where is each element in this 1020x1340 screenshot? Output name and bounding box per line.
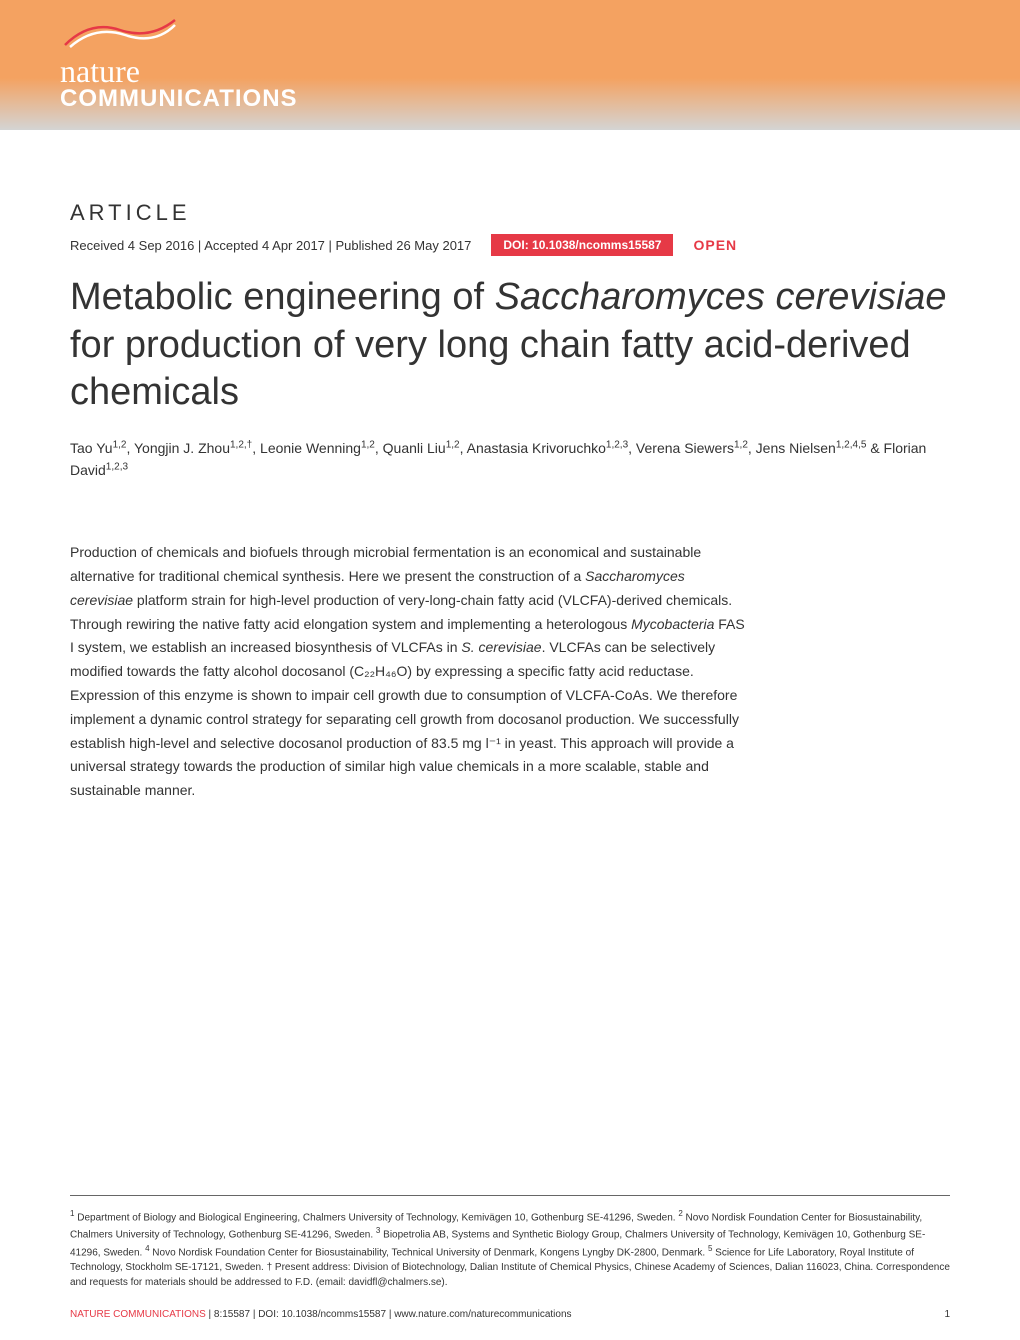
received-date: Received 4 Sep 2016	[70, 238, 194, 253]
footer-citation: | 8:15587 | DOI: 10.1038/ncomms15587 | w…	[206, 1309, 572, 1320]
title-part2: for production of very long chain fatty …	[70, 324, 911, 414]
footer-journal: NATURE COMMUNICATIONS	[70, 1309, 206, 1320]
title-italic: Saccharomyces cerevisiae	[495, 276, 947, 318]
title-part1: Metabolic engineering of	[70, 276, 495, 318]
logo-nature-text: nature	[60, 55, 298, 87]
dates-row: Received 4 Sep 2016 | Accepted 4 Apr 201…	[70, 234, 950, 256]
footer-left: NATURE COMMUNICATIONS | 8:15587 | DOI: 1…	[70, 1309, 572, 1320]
published-date: Published 26 May 2017	[336, 238, 472, 253]
article-title: Metabolic engineering of Saccharomyces c…	[70, 274, 950, 417]
affiliations-text: 1 Department of Biology and Biological E…	[70, 1208, 950, 1290]
footer-page: 1	[944, 1309, 950, 1320]
logo-swoosh-icon	[60, 15, 180, 50]
dates-text: Received 4 Sep 2016 | Accepted 4 Apr 201…	[70, 238, 471, 253]
doi-badge: DOI: 10.1038/ncomms15587	[491, 234, 673, 256]
header-banner: nature COMMUNICATIONS	[0, 0, 1020, 130]
accepted-date: Accepted 4 Apr 2017	[204, 238, 325, 253]
article-label: ARTICLE	[70, 200, 950, 226]
logo-container: nature COMMUNICATIONS	[60, 15, 298, 111]
open-badge: OPEN	[693, 237, 737, 253]
abstract-text: Production of chemicals and biofuels thr…	[70, 541, 750, 803]
authors-list: Tao Yu1,2, Yongjin J. Zhou1,2,†, Leonie …	[70, 437, 950, 482]
content-area: ARTICLE Received 4 Sep 2016 | Accepted 4…	[0, 130, 1020, 803]
affiliations-section: 1 Department of Biology and Biological E…	[70, 1195, 950, 1290]
logo-comm-text: COMMUNICATIONS	[60, 87, 298, 111]
footer: NATURE COMMUNICATIONS | 8:15587 | DOI: 1…	[70, 1309, 950, 1320]
